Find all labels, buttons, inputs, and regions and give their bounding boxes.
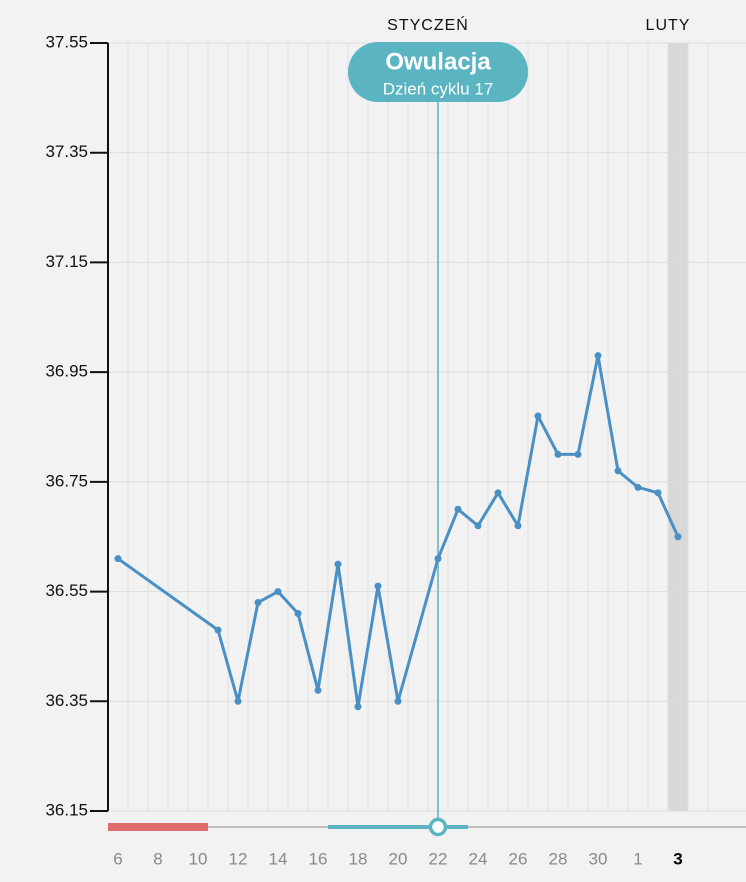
data-point [214, 626, 222, 634]
y-tick-label: 37.35 [45, 142, 88, 161]
data-point [634, 483, 642, 491]
y-tick-label: 36.55 [45, 581, 88, 600]
grid [107, 42, 746, 812]
x-tick-label: 1 [633, 849, 642, 868]
y-tick-label: 36.35 [45, 691, 88, 710]
x-tick-label: 30 [589, 849, 608, 868]
y-tick-label: 36.15 [45, 800, 88, 819]
data-point [534, 412, 542, 420]
x-tick-label: 3 [673, 849, 682, 868]
data-point [594, 352, 602, 360]
fertile-bar [328, 825, 468, 829]
ovulation-subtitle: Dzień cyklu 17 [383, 79, 494, 98]
ovulation-bubble [348, 42, 528, 102]
x-tick-label: 14 [269, 849, 288, 868]
data-point [234, 697, 242, 705]
x-tick-label: 10 [189, 849, 208, 868]
month-label: STYCZEŃ [387, 15, 469, 34]
data-point [574, 450, 582, 458]
x-tick-label: 16 [309, 849, 328, 868]
month-label: LUTY [646, 17, 691, 34]
data-point [334, 560, 342, 568]
data-point [294, 610, 302, 618]
data-point [614, 467, 622, 475]
y-tick-label: 36.95 [45, 362, 88, 381]
temperature-line [117, 354, 680, 709]
x-tick-label: 18 [349, 849, 368, 868]
data-point [314, 686, 322, 694]
x-tick-label: 6 [113, 849, 122, 868]
data-point [394, 697, 402, 705]
data-point [554, 450, 562, 458]
data-point [114, 555, 122, 563]
data-point [514, 522, 522, 530]
x-tick-label: 8 [153, 849, 162, 868]
ovulation-title: Owulacja [385, 48, 491, 75]
x-tick-label: 22 [429, 849, 448, 868]
y-tick-label: 37.15 [45, 252, 88, 271]
ovulation-marker [428, 817, 448, 837]
x-tick-label: 20 [389, 849, 408, 868]
y-tick-label: 37.55 [45, 32, 88, 51]
data-point [494, 489, 502, 497]
x-tick-label: 26 [509, 849, 528, 868]
data-point [654, 489, 662, 497]
x-tick-label: 24 [469, 849, 488, 868]
data-point [254, 599, 262, 607]
today-column [668, 43, 688, 811]
data-point [354, 703, 362, 711]
y-tick-label: 36.75 [45, 471, 88, 490]
data-point [274, 588, 282, 596]
data-point [674, 533, 682, 541]
data-point [474, 522, 482, 530]
data-point [454, 505, 462, 513]
x-tick-label: 28 [549, 849, 568, 868]
data-point [374, 582, 382, 590]
data-point [434, 555, 442, 563]
period-bar [108, 823, 208, 831]
x-tick-label: 12 [229, 849, 248, 868]
